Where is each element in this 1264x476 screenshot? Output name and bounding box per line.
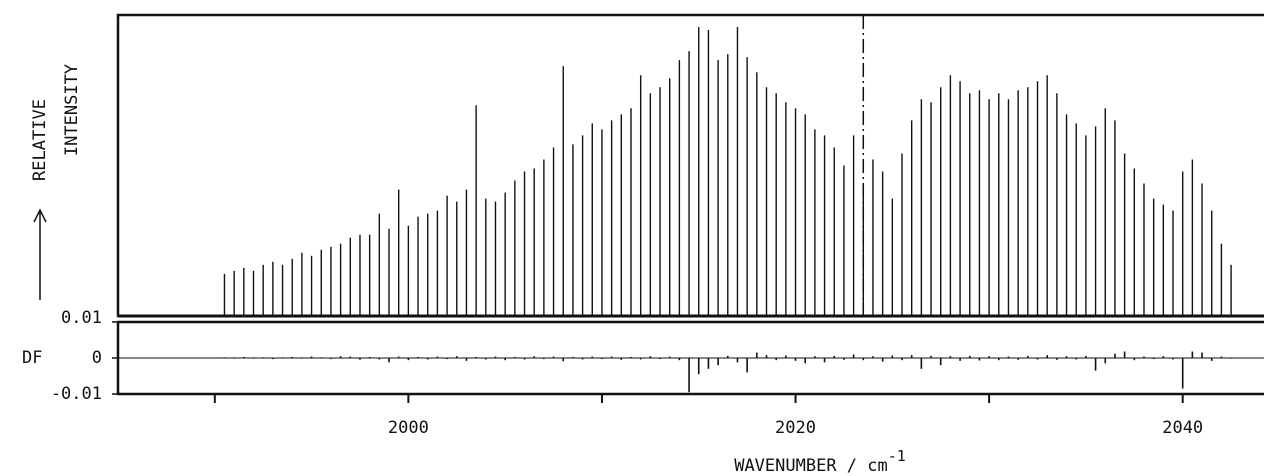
x-label-text: WAVENUMBER / cm <box>734 456 888 476</box>
residual-label: DF <box>22 348 42 368</box>
x-label: WAVENUMBER / cm-1 <box>734 447 906 476</box>
x-tick-label: 2040 <box>1162 418 1203 438</box>
y-tick-label: -0.01 <box>51 384 102 404</box>
y-label: INTENSITY <box>62 64 82 156</box>
y-label: RELATIVE <box>30 99 50 181</box>
y-tick-label: 0.01 <box>61 308 102 328</box>
x-tick-label: 2020 <box>775 418 816 438</box>
y-label-arrowhead <box>33 208 47 223</box>
x-label-sup: -1 <box>888 447 906 465</box>
y-tick-label: 0 <box>92 348 102 368</box>
plot-frame <box>116 13 1264 318</box>
x-tick-label: 2000 <box>388 418 429 438</box>
